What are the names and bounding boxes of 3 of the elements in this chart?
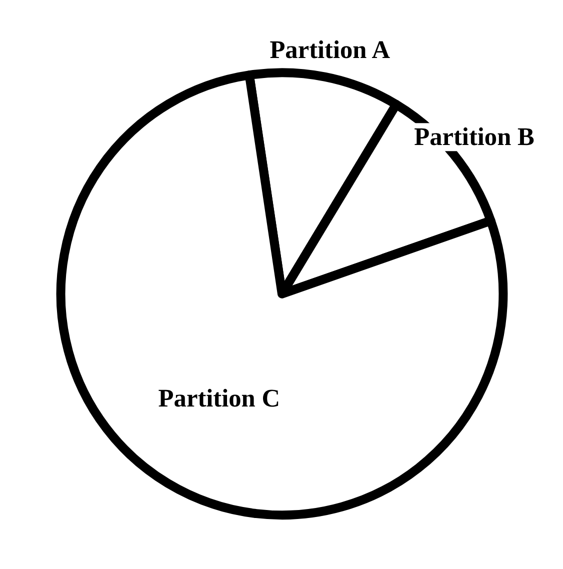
slice-label: Partition B bbox=[414, 123, 535, 152]
slice-label: Partition C bbox=[158, 384, 280, 412]
slice-label: Partition A bbox=[270, 36, 391, 64]
